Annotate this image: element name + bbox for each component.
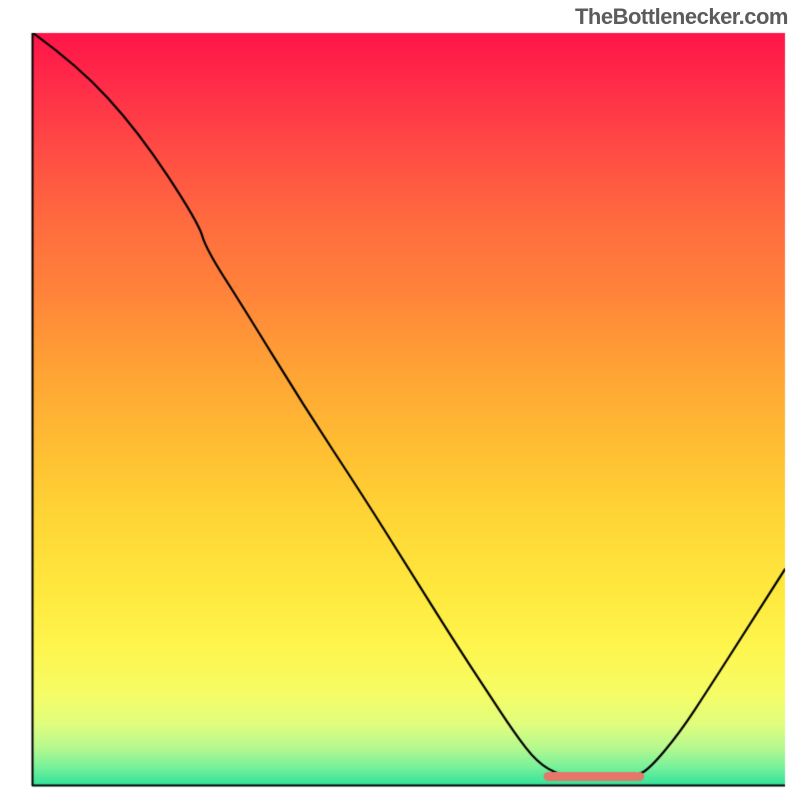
watermark-text: TheBottlenecker.com <box>575 4 788 30</box>
chart-stage: TheBottlenecker.com <box>0 0 800 800</box>
bottleneck-chart <box>0 0 800 800</box>
